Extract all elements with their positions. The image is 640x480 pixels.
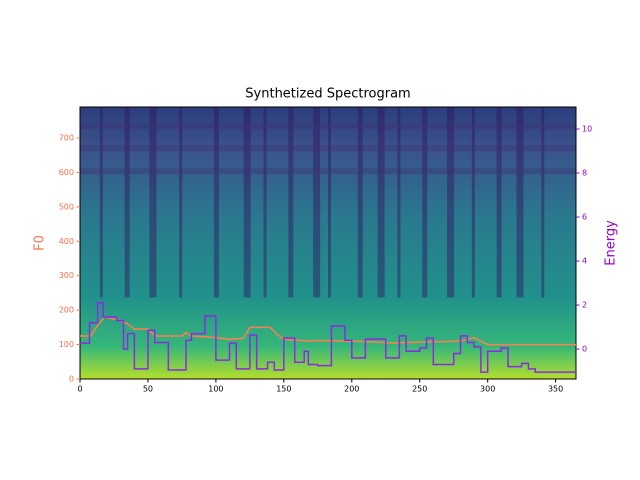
stripe <box>213 107 219 298</box>
stripe <box>541 107 545 298</box>
y-tick-label: 300 <box>59 271 74 280</box>
stripe <box>124 107 130 298</box>
y-tick-label: 0 <box>69 375 74 384</box>
formant-band <box>80 168 576 175</box>
series-line <box>80 302 576 373</box>
stripe <box>357 107 363 298</box>
y-tick-label: 400 <box>59 237 74 246</box>
formant-band <box>80 145 576 152</box>
x-tick-label: 0 <box>77 385 82 394</box>
x-tick-label: 100 <box>208 385 223 394</box>
x-tick-label: 300 <box>480 385 495 394</box>
x-tick-label: 200 <box>344 385 359 394</box>
y-tick-label: 700 <box>59 133 74 142</box>
y2-tick-label: 6 <box>582 213 587 222</box>
stripe <box>328 107 331 298</box>
stripe <box>243 107 251 298</box>
stripe <box>397 107 401 298</box>
stripe <box>99 107 103 298</box>
y2-tick-label: 4 <box>582 257 587 266</box>
stripe <box>496 107 502 298</box>
stripe <box>288 107 294 298</box>
x-tick-label: 50 <box>143 385 153 394</box>
stripe <box>422 107 428 298</box>
y2-axis-label: Energy <box>604 220 619 266</box>
spectrogram <box>80 107 576 379</box>
stripe <box>313 107 321 298</box>
plot-frame <box>79 106 577 380</box>
stripe <box>149 107 157 298</box>
y2-tick-label: 2 <box>582 301 587 310</box>
y-tick-label: 100 <box>59 340 74 349</box>
stripe <box>471 107 475 298</box>
y-axis-label: F0 <box>33 235 48 251</box>
stripe <box>263 107 267 298</box>
stripe <box>179 107 183 298</box>
stripe <box>516 107 524 298</box>
stripe <box>377 107 385 298</box>
y2-tick-label: 0 <box>582 345 587 354</box>
stripe <box>447 107 455 298</box>
y-tick-label: 200 <box>59 306 74 315</box>
x-tick-label: 250 <box>412 385 427 394</box>
x-tick-label: 350 <box>548 385 563 394</box>
formant-band <box>80 123 576 130</box>
y2-tick-label: 8 <box>582 169 587 178</box>
y2-tick-label: 10 <box>582 125 592 134</box>
chart-title: Synthetized Spectrogram <box>245 87 410 102</box>
x-tick-label: 150 <box>276 385 291 394</box>
y-tick-label: 500 <box>59 202 74 211</box>
spectrogram-stripes <box>80 107 576 298</box>
y-tick-label: 600 <box>59 168 74 177</box>
